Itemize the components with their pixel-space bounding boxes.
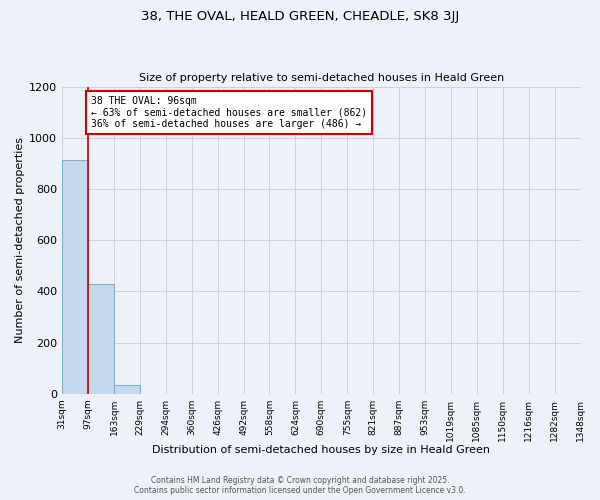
Bar [62,160,88,394]
Title: Size of property relative to semi-detached houses in Heald Green: Size of property relative to semi-detach… [139,73,504,83]
Text: 38 THE OVAL: 96sqm
← 63% of semi-detached houses are smaller (862)
36% of semi-d: 38 THE OVAL: 96sqm ← 63% of semi-detache… [91,96,367,128]
X-axis label: Distribution of semi-detached houses by size in Heald Green: Distribution of semi-detached houses by … [152,445,490,455]
Bar [114,386,140,394]
Y-axis label: Number of semi-detached properties: Number of semi-detached properties [15,137,25,343]
Bar [88,284,114,394]
Text: Contains HM Land Registry data © Crown copyright and database right 2025.
Contai: Contains HM Land Registry data © Crown c… [134,476,466,495]
Text: 38, THE OVAL, HEALD GREEN, CHEADLE, SK8 3JJ: 38, THE OVAL, HEALD GREEN, CHEADLE, SK8 … [141,10,459,23]
